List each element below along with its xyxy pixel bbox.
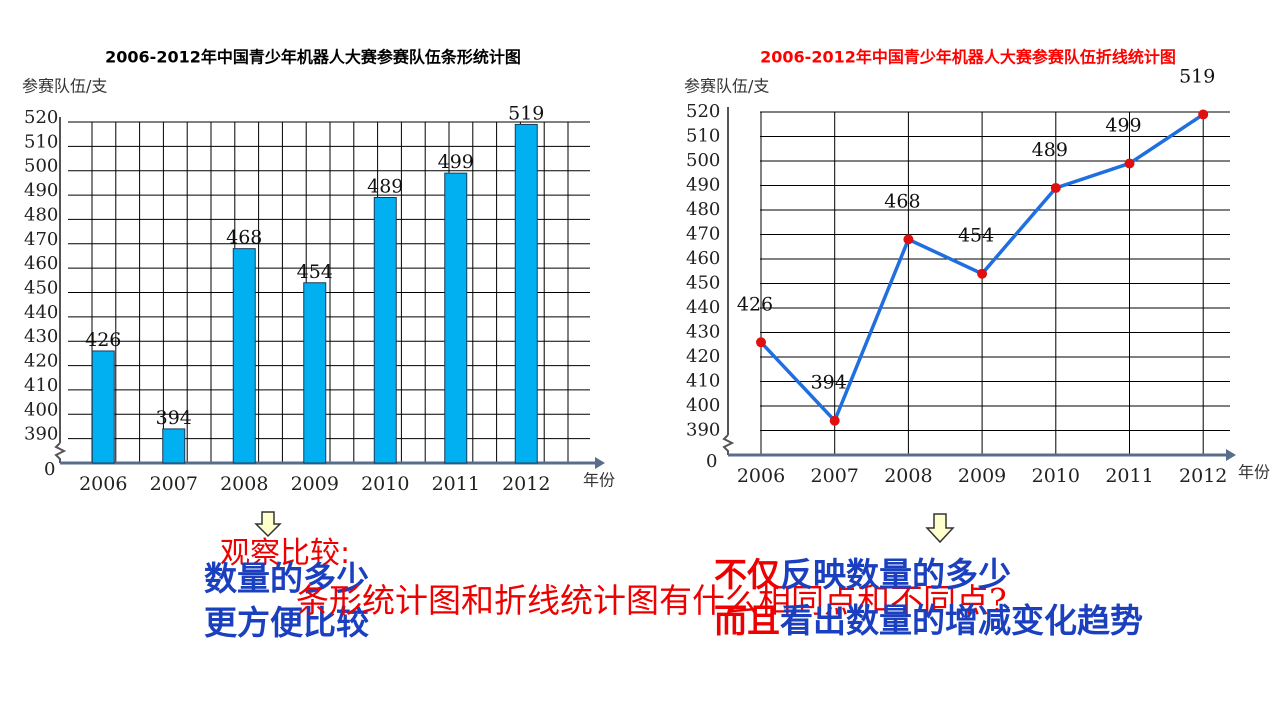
data-label: 489 (367, 176, 403, 198)
y-tick-label: 430 (24, 326, 58, 347)
annotation: 观察比较: (220, 536, 351, 571)
y-tick-label: 420 (24, 351, 58, 372)
y-tick-label: 430 (686, 322, 720, 343)
point (903, 234, 914, 245)
data-label: 454 (958, 225, 994, 247)
data-label: 394 (811, 372, 847, 394)
y-tick-label: 470 (686, 224, 720, 245)
y-tick-label: 390 (24, 424, 58, 445)
x-axis-arrow (595, 457, 605, 469)
point (1050, 182, 1061, 193)
y-tick-label: 450 (686, 273, 720, 294)
y-tick-label: 490 (686, 175, 720, 196)
x-tick-label: 2007 (150, 473, 198, 495)
axis-break (722, 434, 735, 455)
annotation-rest: 看出数量的增减变化趋势 (780, 601, 1143, 640)
y-tick-label: 480 (24, 204, 58, 225)
y-tick-label: 440 (24, 302, 58, 323)
y-axis-label: 参赛队伍/支 (684, 77, 769, 96)
y-tick-label: 440 (686, 297, 720, 318)
x-tick-label: 2010 (1032, 465, 1080, 487)
chart-title: 2006-2012年中国青少年机器人大赛参赛队伍条形统计图 (105, 48, 521, 67)
point (756, 337, 766, 348)
bar (91, 350, 115, 464)
bar (303, 282, 327, 464)
data-label: 468 (884, 190, 920, 212)
y-tick-label: 510 (686, 126, 720, 147)
x-tick-label: 2006 (737, 465, 785, 487)
x-tick-label: 2008 (220, 473, 268, 495)
annotation: 而且看出数量的增减变化趋势 (714, 594, 1143, 642)
data-label: 519 (508, 102, 544, 124)
y-tick-label: 400 (686, 395, 720, 416)
y-tick-label: 500 (24, 156, 58, 177)
axis-break-label: 0 (44, 459, 55, 480)
y-tick-label: 490 (24, 180, 58, 201)
annotation: 数量的多少 (204, 559, 369, 598)
data-label: 499 (438, 151, 474, 173)
point (1124, 158, 1135, 169)
axis-break-label: 0 (706, 451, 717, 472)
y-tick-label: 390 (686, 420, 720, 441)
x-tick-label: 2008 (884, 465, 932, 487)
data-label: 426 (85, 329, 121, 351)
data-label: 519 (1179, 65, 1215, 87)
y-tick-label: 510 (24, 131, 58, 152)
data-label: 468 (226, 227, 262, 249)
bar (373, 197, 397, 464)
y-tick-label: 410 (24, 375, 58, 396)
y-tick-label: 470 (24, 229, 58, 250)
annotation: 更方便比较 (204, 603, 369, 642)
y-tick-label: 410 (686, 371, 720, 392)
down-arrow (254, 511, 955, 544)
annotation-rest: 反映数量的多少 (780, 555, 1011, 594)
data-label: 454 (297, 261, 333, 283)
data-label: 489 (1032, 139, 1068, 161)
x-tick-label: 2007 (811, 465, 859, 487)
y-tick-label: 420 (686, 346, 720, 367)
y-tick-label: 460 (24, 253, 58, 274)
annotation-lead: 而且 (714, 601, 780, 640)
y-tick-label: 400 (24, 399, 58, 420)
point (977, 268, 988, 279)
x-tick-label: 2012 (502, 473, 550, 495)
x-tick-label: 2009 (291, 473, 339, 495)
x-tick-label: 2012 (1179, 465, 1227, 487)
x-tick-label: 2010 (361, 473, 409, 495)
data-label: 426 (737, 293, 773, 315)
y-tick-label: 450 (24, 278, 58, 299)
y-tick-label: 520 (24, 107, 58, 128)
annotation-lead: 不仅 (714, 555, 780, 594)
y-axis-label: 参赛队伍/支 (22, 77, 107, 96)
chart-title: 2006-2012年中国青少年机器人大赛参赛队伍折线统计图 (760, 48, 1176, 67)
bar (232, 248, 256, 464)
data-label: 499 (1105, 114, 1141, 136)
annotation: 不仅反映数量的多少 (714, 548, 1011, 596)
x-tick-label: 2006 (79, 473, 127, 495)
x-tick-label: 2009 (958, 465, 1006, 487)
y-tick-label: 460 (686, 248, 720, 269)
bar (444, 172, 468, 464)
point (1198, 109, 1209, 120)
data-label: 394 (156, 407, 192, 429)
x-axis-label: 年份 (1238, 463, 1270, 482)
bar (514, 123, 538, 464)
x-axis-arrow (1226, 449, 1236, 461)
y-tick-label: 480 (686, 199, 720, 220)
bar (162, 428, 186, 464)
axis-break (54, 442, 67, 463)
x-tick-label: 2011 (1105, 465, 1153, 487)
x-tick-label: 2011 (432, 473, 480, 495)
point (829, 415, 840, 426)
x-axis-label: 年份 (583, 471, 615, 490)
y-tick-label: 500 (686, 150, 720, 171)
y-tick-label: 520 (686, 101, 720, 122)
question: 条形统计图和折线统计图有什么相同点和不同点? (296, 581, 1007, 620)
